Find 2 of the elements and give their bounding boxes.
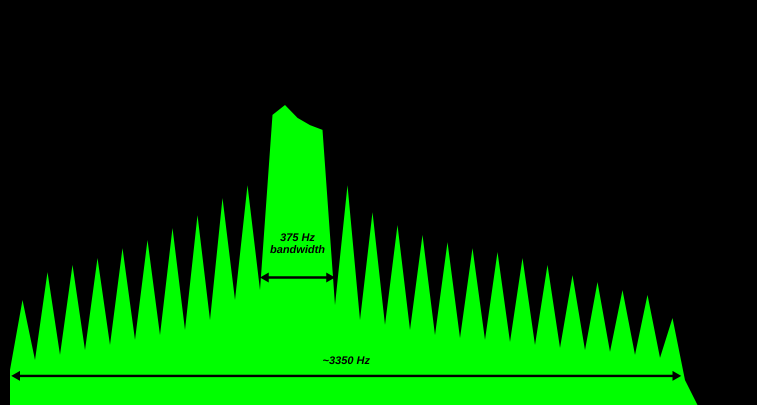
annotation: 375 Hz bandwidth [270,232,326,256]
annotation: ~3350 Hz [322,355,370,367]
